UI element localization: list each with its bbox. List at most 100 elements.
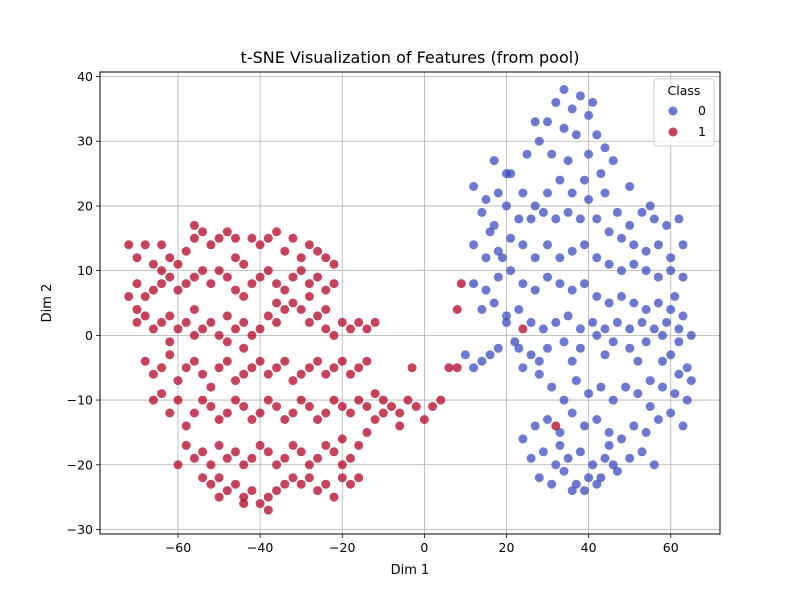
- data-point-class-1: [231, 253, 240, 263]
- data-point-class-1: [173, 376, 183, 386]
- data-point-class-0: [678, 311, 688, 321]
- data-point-class-0: [608, 156, 618, 166]
- data-point-class-1: [214, 266, 224, 276]
- data-point-class-1: [214, 415, 224, 424]
- legend-box: [653, 78, 715, 147]
- plot-frame: [99, 71, 721, 535]
- data-point-class-1: [288, 376, 298, 386]
- x-tick-label: 0: [420, 540, 428, 555]
- data-point-class-0: [530, 117, 540, 127]
- data-point-class-1: [239, 369, 249, 379]
- data-point-class-0: [674, 369, 684, 379]
- data-point-class-0: [682, 363, 692, 373]
- data-point-class-1: [239, 259, 249, 269]
- data-point-class-0: [625, 453, 635, 463]
- data-point-class-1: [165, 253, 175, 263]
- data-point-class-0: [666, 305, 676, 314]
- data-point-class-0: [489, 220, 499, 230]
- data-point-class-1: [173, 395, 183, 405]
- data-point-class-0: [604, 298, 614, 308]
- y-tick-label: 0: [85, 328, 93, 343]
- data-point-class-1: [239, 492, 249, 502]
- data-point-class-0: [530, 421, 540, 431]
- data-point-class-1: [263, 395, 273, 405]
- data-point-class-0: [666, 408, 676, 418]
- data-point-class-0: [580, 175, 589, 185]
- data-point-class-1: [304, 460, 314, 470]
- data-point-class-0: [514, 305, 524, 314]
- data-point-class-0: [584, 473, 594, 483]
- data-point-class-0: [580, 279, 589, 289]
- data-point-class-1: [222, 337, 232, 347]
- data-point-class-1: [222, 356, 232, 366]
- data-point-class-0: [514, 343, 524, 353]
- data-point-class-1: [132, 253, 142, 263]
- data-point-class-1: [370, 317, 380, 327]
- data-point-class-0: [551, 97, 561, 107]
- data-point-class-0: [567, 104, 577, 114]
- data-point-class-0: [641, 427, 651, 437]
- data-point-class-1: [231, 395, 240, 405]
- data-point-class-0: [633, 389, 643, 399]
- data-point-class-1: [198, 227, 208, 237]
- data-point-class-1: [214, 233, 224, 243]
- data-point-class-0: [580, 240, 589, 250]
- data-point-class-1: [272, 279, 282, 289]
- data-point-class-1: [346, 479, 355, 489]
- data-point-class-1: [288, 473, 298, 483]
- data-point-class-0: [641, 266, 651, 276]
- data-point-class-1: [288, 233, 298, 243]
- data-point-class-0: [625, 220, 635, 230]
- data-point-class-1: [263, 266, 273, 276]
- data-point-class-0: [637, 447, 647, 457]
- data-point-class-0: [534, 356, 544, 366]
- data-point-class-0: [666, 266, 676, 276]
- data-point-class-0: [649, 460, 659, 470]
- data-point-class-1: [222, 311, 232, 321]
- data-point-class-1: [189, 408, 199, 418]
- data-point-class-0: [481, 285, 491, 295]
- data-point-class-1: [157, 363, 167, 373]
- data-point-class-1: [263, 505, 273, 515]
- data-point-class-0: [526, 317, 536, 327]
- data-point-class-0: [604, 259, 614, 269]
- data-point-class-1: [370, 389, 380, 399]
- data-point-class-1: [263, 233, 273, 243]
- data-point-class-1: [288, 272, 298, 282]
- legend-label-class-0: 0: [698, 103, 706, 118]
- data-point-class-1: [288, 440, 298, 450]
- data-point-class-1: [181, 279, 191, 289]
- data-point-class-0: [617, 292, 626, 301]
- data-point-class-1: [148, 395, 158, 405]
- data-point-class-0: [604, 440, 614, 450]
- data-point-class-0: [518, 240, 528, 250]
- data-point-class-1: [231, 233, 240, 243]
- data-point-class-0: [526, 214, 536, 224]
- data-point-class-1: [165, 408, 175, 418]
- data-point-class-0: [641, 337, 651, 347]
- data-point-class-1: [263, 492, 273, 502]
- data-point-class-1: [181, 421, 191, 431]
- data-point-class-0: [592, 214, 602, 224]
- data-point-class-0: [588, 460, 598, 470]
- data-point-class-0: [575, 447, 585, 457]
- data-point-class-0: [670, 292, 680, 301]
- data-point-class-1: [140, 356, 150, 366]
- y-tick-label: 30: [77, 134, 93, 149]
- data-point-class-1: [362, 402, 372, 411]
- data-point-class-1: [231, 285, 240, 295]
- data-point-class-0: [637, 207, 647, 217]
- data-point-class-1: [181, 317, 191, 327]
- data-point-class-1: [272, 486, 282, 496]
- data-point-class-1: [214, 492, 224, 502]
- data-point-class-1: [280, 246, 290, 256]
- data-point-class-0: [575, 214, 585, 224]
- data-point-class-0: [608, 395, 618, 405]
- data-point-class-1: [304, 240, 314, 250]
- data-point-class-0: [567, 246, 577, 256]
- data-point-class-1: [165, 337, 175, 347]
- data-point-class-1: [288, 298, 298, 308]
- data-point-class-1: [165, 311, 175, 321]
- data-point-class-1: [239, 343, 249, 353]
- data-point-class-0: [592, 479, 602, 489]
